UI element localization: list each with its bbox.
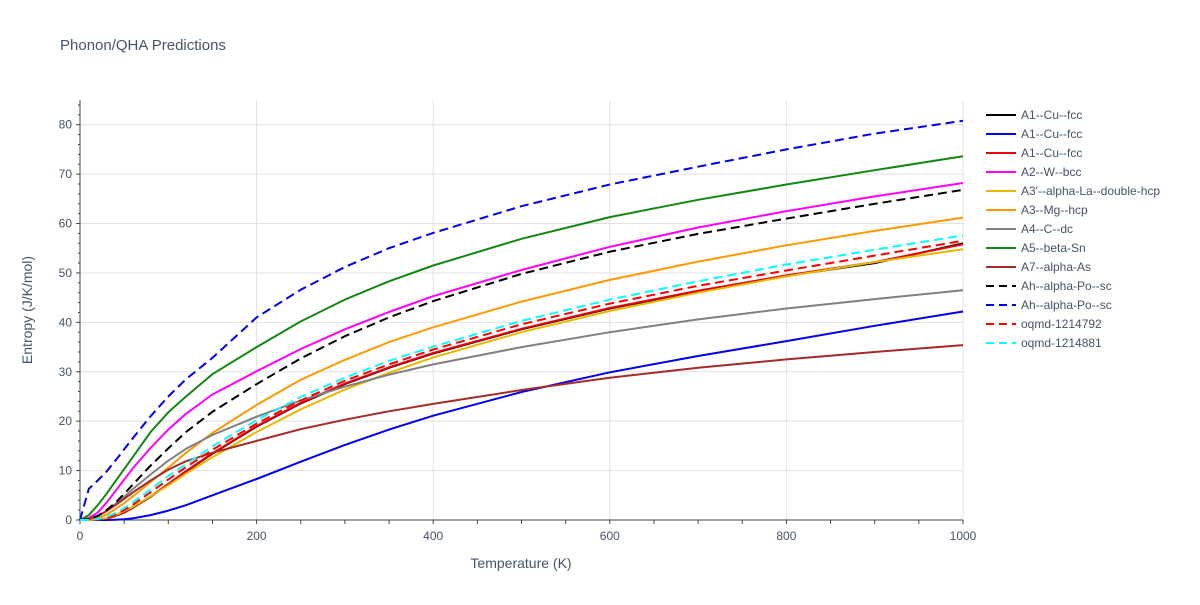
- legend-item[interactable]: A3--Mg--hcp: [986, 203, 1088, 217]
- series-line-7: [79, 155, 964, 521]
- y-tick-label: 50: [59, 266, 73, 280]
- legend-label: A1--Cu--fcc: [1021, 127, 1082, 141]
- series-line-10: [79, 119, 964, 521]
- series-line-8: [79, 344, 964, 521]
- legend-label: oqmd-1214881: [1021, 336, 1102, 350]
- x-tick-label: 400: [423, 529, 443, 543]
- y-tick-label: 10: [59, 464, 73, 478]
- y-tick-label: 40: [59, 315, 73, 329]
- legend-label: A3--Mg--hcp: [1021, 203, 1088, 217]
- legend-item[interactable]: Ah--alpha-Po--sc: [986, 298, 1112, 312]
- legend-item[interactable]: Ah--alpha-Po--sc: [986, 279, 1112, 293]
- legend-label: Ah--alpha-Po--sc: [1021, 298, 1112, 312]
- x-tick-label: 800: [776, 529, 796, 543]
- series-line-9: [79, 188, 964, 521]
- legend-item[interactable]: A1--Cu--fcc: [986, 146, 1082, 160]
- legend[interactable]: A1--Cu--fcc A1--Cu--fcc A1--Cu--fcc A2--W--…: [986, 108, 1160, 350]
- series-line-12: [80, 234, 964, 521]
- legend-item[interactable]: A5--beta-Sn: [986, 241, 1086, 255]
- y-tick-label: 70: [59, 167, 73, 181]
- legend-label: A3'--alpha-La--double-hcp: [1021, 184, 1160, 198]
- legend-item[interactable]: A1--Cu--fcc: [986, 127, 1082, 141]
- legend-label: A5--beta-Sn: [1021, 241, 1086, 255]
- x-tick-label: 600: [600, 529, 620, 543]
- legend-label: Ah--alpha-Po--sc: [1021, 279, 1112, 293]
- legend-item[interactable]: A4--C--dc: [986, 222, 1073, 236]
- legend-label: A2--W--bcc: [1021, 165, 1081, 179]
- series-lines: [79, 119, 964, 521]
- legend-item[interactable]: A2--W--bcc: [986, 165, 1081, 179]
- x-tick-label: 0: [77, 529, 84, 543]
- legend-label: A7--alpha-As: [1021, 260, 1091, 274]
- y-tick-label: 20: [59, 414, 73, 428]
- legend-label: oqmd-1214792: [1021, 317, 1102, 331]
- legend-label: A1--Cu--fcc: [1021, 146, 1082, 160]
- y-tick-label: 30: [59, 365, 73, 379]
- legend-item[interactable]: oqmd-1214881: [986, 336, 1102, 350]
- series-line-1: [80, 310, 964, 521]
- series-line-6: [79, 289, 964, 521]
- x-tick-label: 200: [247, 529, 267, 543]
- y-tick-label: 0: [65, 513, 72, 527]
- x-tick-label: 1000: [950, 529, 977, 543]
- series-line-0: [80, 242, 964, 521]
- series-line-11: [80, 239, 964, 521]
- series-line-4: [80, 248, 964, 521]
- axes: 0 200 400 600 800 1000 0 10 20 30 40 50 60 70 80: [59, 100, 977, 543]
- legend-label: A1--Cu--fcc: [1021, 108, 1082, 122]
- legend-item[interactable]: oqmd-1214792: [986, 317, 1102, 331]
- series-line-5: [79, 216, 964, 521]
- y-tick-label: 60: [59, 217, 73, 231]
- legend-label: A4--C--dc: [1021, 222, 1073, 236]
- y-axis-title: Entropy (J/K/mol): [19, 256, 35, 364]
- legend-item[interactable]: A3'--alpha-La--double-hcp: [986, 184, 1160, 198]
- chart-title: Phonon/QHA Predictions: [60, 37, 226, 54]
- series-line-3: [79, 182, 964, 521]
- grid-lines: [80, 100, 964, 520]
- legend-item[interactable]: A7--alpha-As: [986, 260, 1091, 274]
- series-line-2: [80, 243, 964, 521]
- legend-item[interactable]: A1--Cu--fcc: [986, 108, 1082, 122]
- x-axis-title: Temperature (K): [470, 555, 571, 571]
- y-tick-label: 80: [59, 118, 73, 132]
